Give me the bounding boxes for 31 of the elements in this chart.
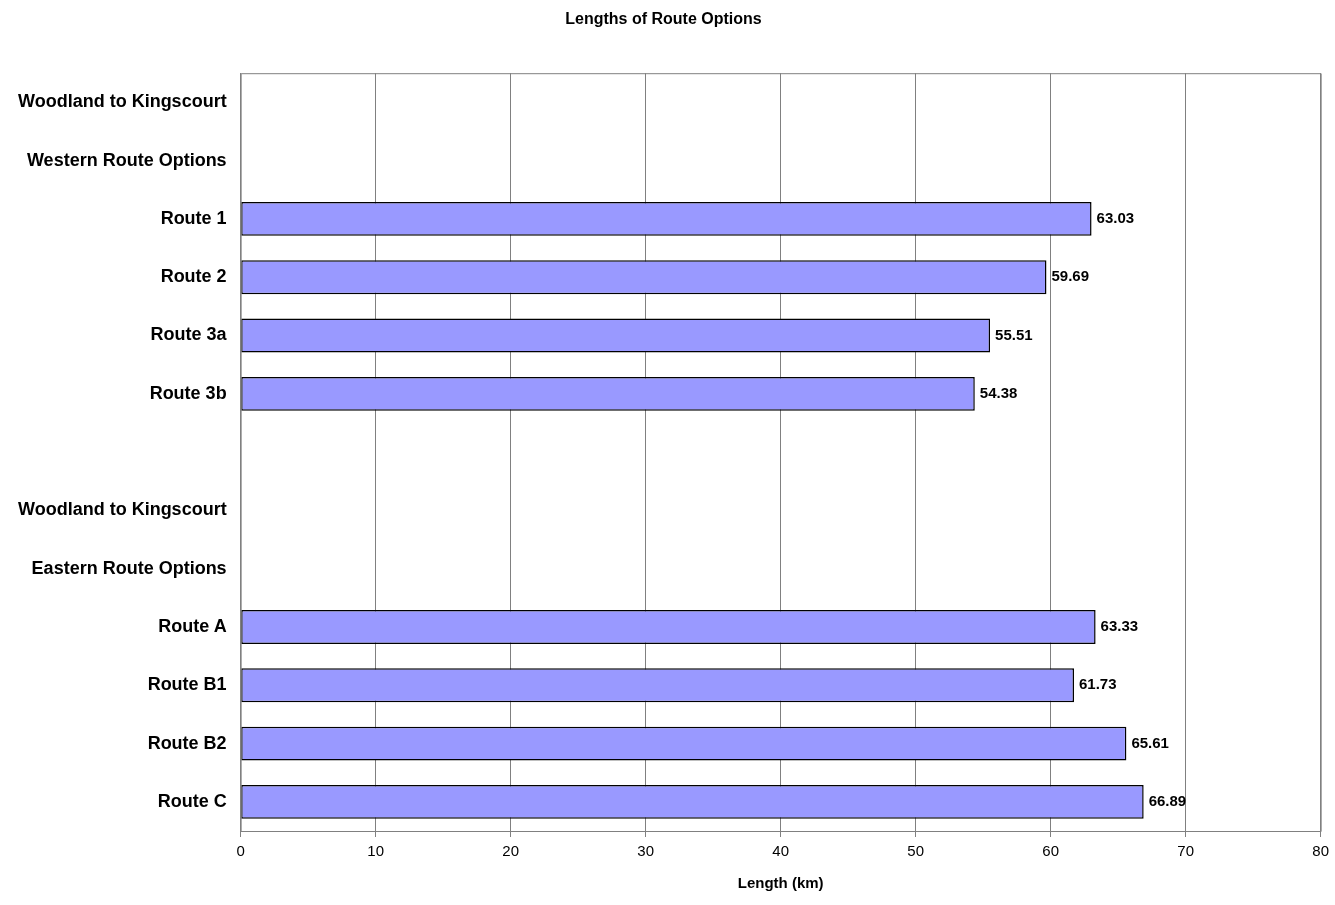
chart-title: Lengths of Route Options [565, 10, 762, 28]
y-tick-label: Route 3a [150, 324, 228, 345]
data-label: 65.61 [1131, 733, 1169, 751]
x-tick-label: 0 [236, 842, 245, 860]
y-tick-label: Eastern Route Options [31, 557, 227, 578]
y-tick-label: Route B2 [147, 732, 227, 753]
y-tick-label: Route C [157, 790, 227, 811]
x-axis-title: Length (km) [737, 874, 824, 892]
data-label: 66.89 [1148, 791, 1187, 809]
data-label: 61.73 [1079, 675, 1117, 693]
data-label: 54.38 [979, 383, 1018, 401]
y-tick-label: Route A [158, 615, 227, 636]
y-tick-label: Route 1 [160, 207, 227, 228]
y-tick-label: Route B1 [147, 674, 227, 695]
x-tick-label: 60 [1042, 842, 1059, 860]
data-label: 55.51 [995, 325, 1033, 343]
y-tick-label: Woodland to Kingscourt [17, 91, 227, 112]
data-label: 59.69 [1051, 267, 1090, 285]
x-tick-label: 10 [367, 842, 384, 860]
y-tick-label: Route 3b [149, 382, 227, 403]
x-tick-label: 40 [772, 842, 789, 860]
y-tick-label: Woodland to Kingscourt [17, 499, 227, 520]
x-tick-label: 30 [637, 842, 654, 860]
x-tick-label: 50 [907, 842, 924, 860]
y-tick-label: Route 2 [160, 266, 227, 287]
y-tick-label: Western Route Options [26, 149, 227, 170]
x-tick-label: 20 [502, 842, 519, 860]
x-tick-label: 80 [1312, 842, 1329, 860]
x-tick-label: 70 [1177, 842, 1194, 860]
data-label: 63.03 [1096, 209, 1135, 227]
data-label: 63.33 [1100, 617, 1139, 635]
